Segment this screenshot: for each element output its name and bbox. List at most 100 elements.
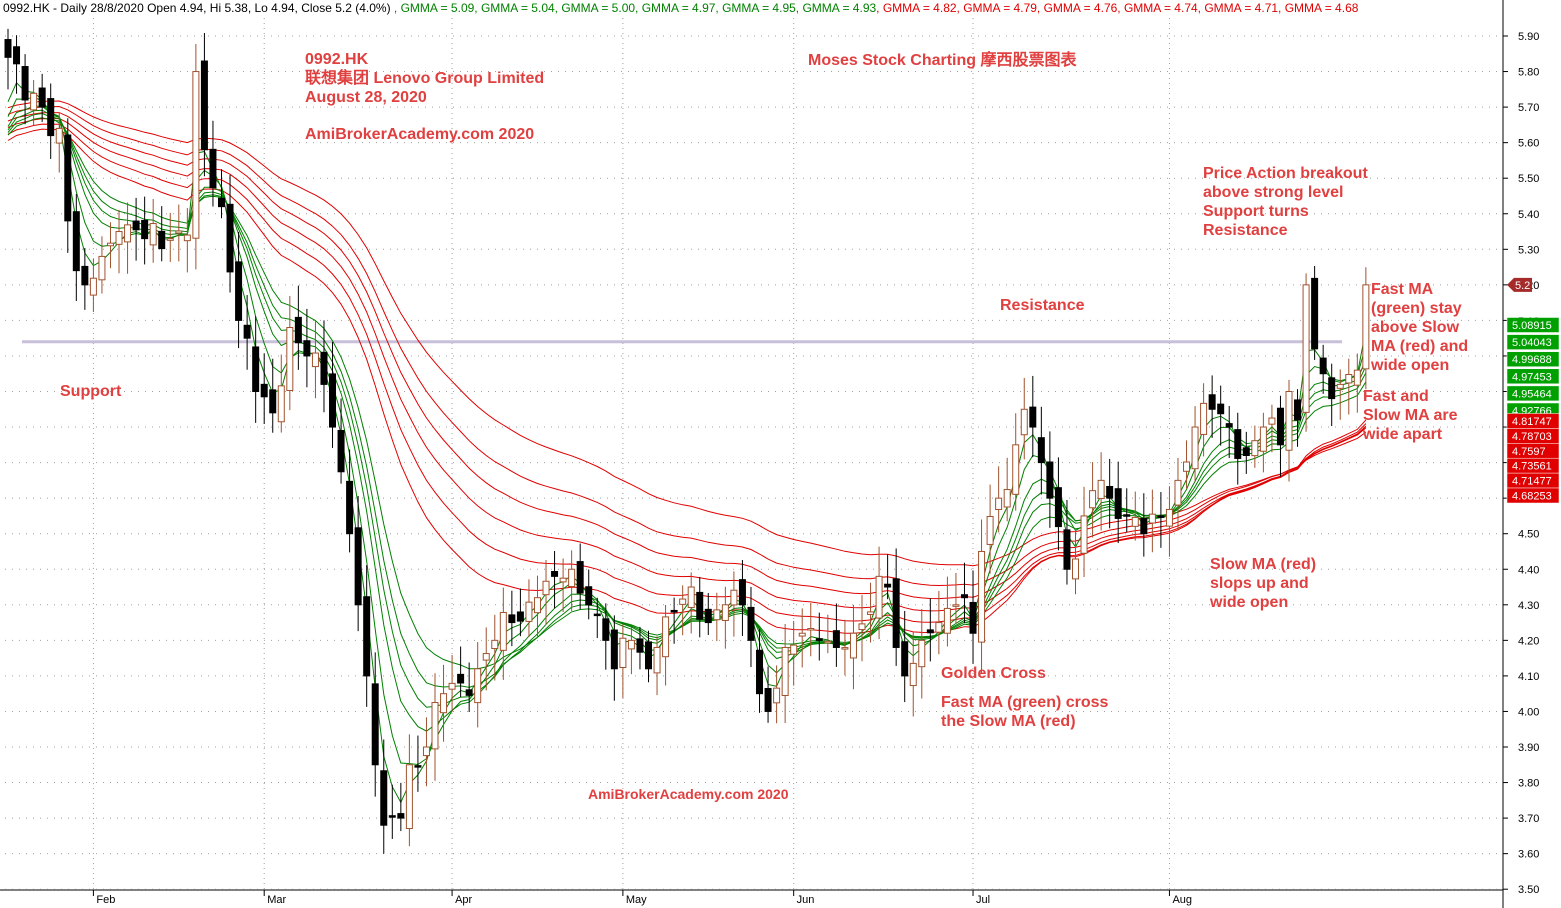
candle-body [892,578,900,648]
candle-body [260,383,268,398]
candle-body [773,687,781,704]
annotation-date: August 28, 2020 [305,89,427,106]
candle-body [1165,508,1173,527]
ma-value-label: 4.68253 [1512,491,1552,503]
annotation-slow-ma: Slow MA (red) slops up and wide open [1209,556,1321,611]
candle-body [166,238,174,241]
annotation-ticker: 0992.HK [305,51,369,68]
candle-body [619,637,627,668]
candle-body [1063,529,1071,570]
candle-body [926,629,934,634]
candle-body [1029,406,1037,428]
candle-body [1242,447,1250,456]
candle-body [431,702,439,750]
fast-ma-lines [7,81,1367,804]
ma-value-label: 4.81747 [1512,416,1552,428]
candle-body [653,646,661,674]
candle-body [422,746,430,757]
candle-body [602,618,610,641]
slow-ma-line [7,128,1367,634]
candle-body [243,324,251,339]
candle-body [474,668,482,704]
candle-body [1097,479,1105,500]
candle-body [1294,399,1302,421]
candle-body [918,639,926,668]
candle-body [200,60,208,151]
slow-ma-line [7,123,1367,623]
apart-line: Fast and [1363,388,1429,405]
price-tick-label: 5.60 [1518,138,1539,150]
slow-ma-line [7,100,1367,567]
candle-body [1037,437,1045,464]
candle-body [1234,429,1242,459]
candle-body [696,591,704,620]
candle-body [790,644,798,655]
gmma-readout: , GMMA = 4.74 [1117,1,1198,15]
candle-body [1131,516,1139,527]
ma-value-tag [1506,351,1560,367]
gmma-readout: , GMMA = 4.93 [796,1,877,15]
candle-body [636,638,644,653]
candle-body [81,265,89,286]
candle-body [824,640,832,644]
candle-body [1072,558,1079,580]
gmma-readout: , GMMA = 4.68 [1278,1,1359,15]
candle-body [1208,394,1216,410]
candle-body [593,613,601,617]
slow-ma-line: slops up and [1210,575,1309,592]
candle-body [13,46,21,65]
candle-body [568,568,576,588]
breakout-line: Resistance [1203,222,1288,239]
fast-ma-line: Fast MA [1371,281,1434,298]
candle-body [764,688,772,712]
candle-body [978,550,986,643]
candle-body [679,598,687,605]
annotation-fast-ma: Fast MA (green) stay above Slow MA (red)… [1370,281,1473,374]
annotations: 0992.HK 联想集团 Lenovo Group Limited August… [60,50,1473,802]
candle-body [943,607,951,634]
candle-body [124,224,132,243]
ma-value-label: 4.99688 [1512,354,1552,366]
annotation-brand: Moses Stock Charting 摩西股票图表 [808,50,1077,69]
ma-value-label: 4.73561 [1512,461,1552,473]
candle-body [1054,487,1062,528]
price-tick-label: 3.90 [1518,742,1539,754]
candle-body [645,641,652,670]
candle-body [1191,426,1199,470]
candle-body [115,231,123,245]
candle-body [1140,517,1148,535]
candle-body [269,389,277,414]
candle-body [132,220,140,231]
candle-body [252,346,260,392]
apart-line: wide apart [1362,426,1443,443]
candle-body [721,604,729,621]
price-tick-label: 5.70 [1518,102,1539,114]
ma-value-tag [1506,487,1560,504]
candle-body [141,219,149,240]
candle-body [482,653,490,661]
gmma-readout: , GMMA = 4.97 [635,1,716,15]
candle-body [38,87,46,108]
ma-value-label: 4.7597 [1512,446,1546,458]
candle-body [235,261,243,321]
month-label: Feb [96,894,115,906]
candle-body [388,815,396,818]
candle-body [499,611,507,651]
ma-value-tag [1506,385,1560,402]
ma-value-label: 4.97453 [1512,371,1552,383]
candle-body [551,571,559,577]
candle-body [662,616,670,658]
candle-body [209,148,217,189]
candle-body [730,589,738,606]
ma-value-label: 5.04043 [1512,337,1552,349]
candle-body [858,623,866,631]
candle-body [72,211,80,272]
month-label: Jul [976,894,990,906]
ma-value-label: 4.95464 [1512,388,1552,400]
price-tick-label: 4.50 [1518,529,1539,541]
candle-body [909,662,917,687]
header-readout: 0992.HK - Daily 28/8/2020 Open 4.94, Hi … [3,1,1359,15]
annotation-support: Support [60,383,122,400]
annotation-company: 联想集团 Lenovo Group Limited [305,68,544,87]
